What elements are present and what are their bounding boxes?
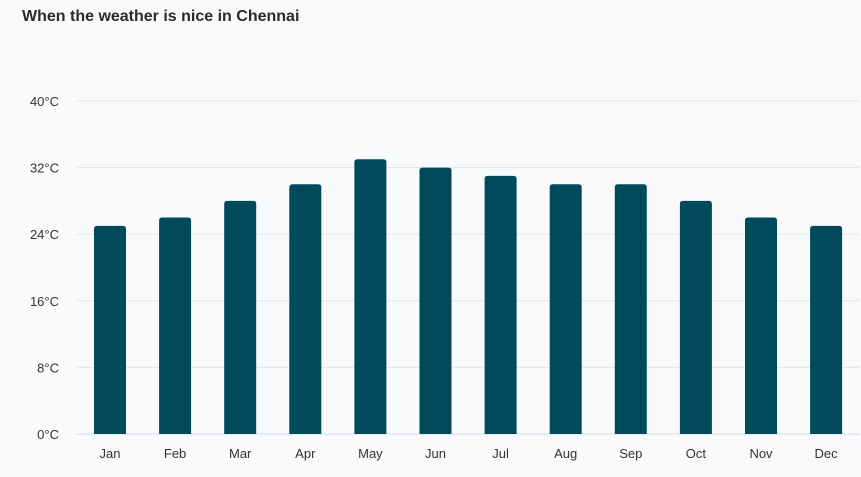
bar-may <box>354 159 387 434</box>
y-tick-label: 40°C <box>30 94 59 109</box>
bars <box>94 159 843 435</box>
bar-jul <box>484 175 517 435</box>
y-tick-label: 24°C <box>30 227 59 242</box>
x-tick-label: Nov <box>749 446 773 461</box>
bar-oct <box>679 200 712 434</box>
bar-feb <box>159 217 192 434</box>
x-axis-tick-labels: Jan Feb Mar Apr May Jun Jul Aug Sep Oct Nov Dec <box>100 446 839 461</box>
x-tick-label: Apr <box>295 446 316 461</box>
y-tick-label: 32°C <box>30 161 59 176</box>
x-tick-label: Sep <box>619 446 642 461</box>
x-tick-label: Mar <box>229 446 252 461</box>
x-tick-label: Jan <box>100 446 121 461</box>
bar-apr <box>289 184 322 434</box>
x-tick-label: Oct <box>686 446 707 461</box>
x-tick-label: May <box>358 446 383 461</box>
bar-jan <box>94 225 126 434</box>
chart-title: When the weather is nice in Chennai <box>22 8 300 25</box>
x-tick-label: Feb <box>164 446 186 461</box>
y-tick-label: 0°C <box>37 427 59 442</box>
bar-sep <box>614 184 647 434</box>
bar-aug <box>549 184 582 434</box>
gridlines <box>77 100 859 435</box>
x-tick-label: Aug <box>554 446 577 461</box>
bar-mar <box>224 200 257 434</box>
bar-dec <box>810 225 843 434</box>
bar-jun <box>419 167 452 434</box>
y-tick-label: 16°C <box>30 294 59 309</box>
bar-nov <box>745 217 777 434</box>
x-tick-label: Jun <box>425 446 446 461</box>
x-tick-label: Jul <box>492 446 509 461</box>
y-tick-label: 8°C <box>37 360 59 375</box>
x-tick-label: Dec <box>815 446 839 461</box>
y-axis-tick-labels: 0°C 8°C 16°C 24°C 32°C 40°C <box>30 94 59 442</box>
